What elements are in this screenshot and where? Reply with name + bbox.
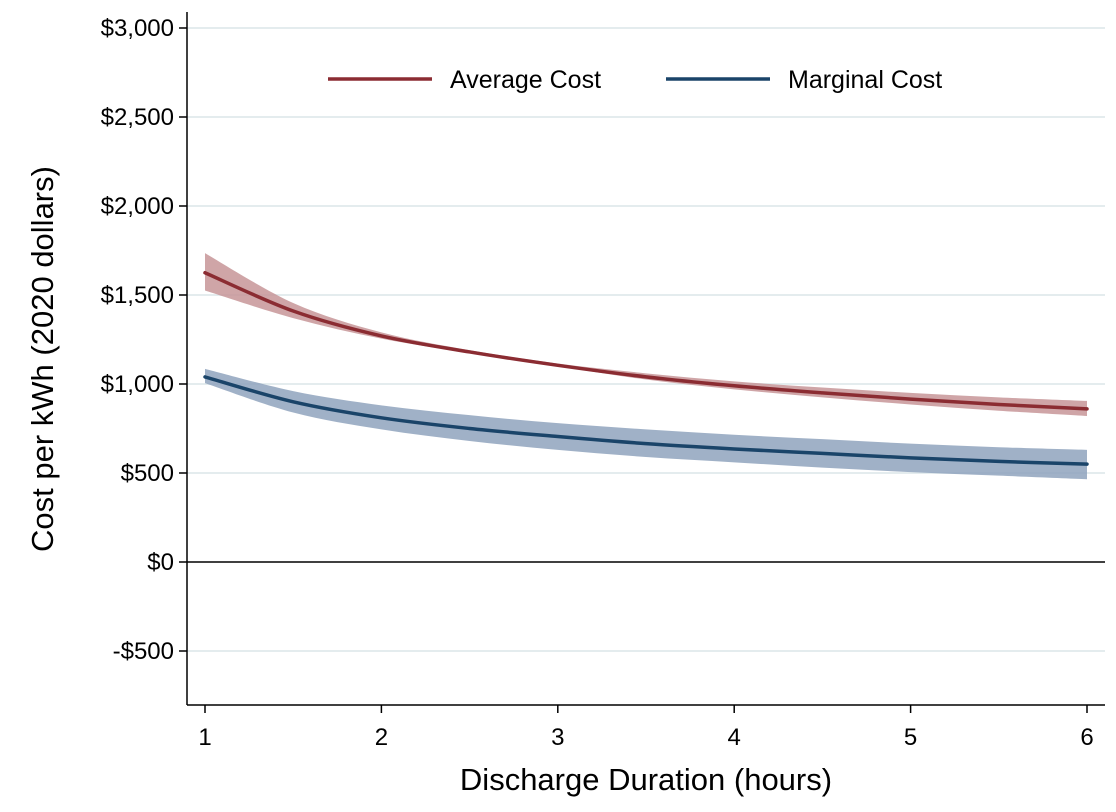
y-tick-label: $3,000 (101, 15, 174, 42)
y-tick-label: $1,500 (101, 282, 174, 309)
x-axis-title: Discharge Duration (hours) (460, 762, 832, 797)
x-tick-label: 4 (728, 724, 741, 751)
y-axis-title: Cost per kWh (2020 dollars) (25, 166, 60, 552)
y-tick-label: $0 (147, 549, 174, 576)
y-tick-label: -$500 (113, 638, 174, 665)
series-lines (203, 271, 1089, 466)
axes: -$500 $0 $500 $1,000 $1,500 $2,000 $2,500 $3,00… (101, 12, 1105, 751)
x-tick-label: 3 (551, 724, 564, 751)
y-tick-label: $2,000 (101, 193, 174, 220)
line-average-cost (203, 271, 1089, 411)
x-tick-label: 2 (375, 724, 388, 751)
legend-label-marginal-cost: Marginal Cost (788, 66, 942, 94)
x-tick-label: 6 (1080, 724, 1093, 751)
legend: Average Cost Marginal Cost (328, 66, 942, 94)
line-marginal-cost (203, 375, 1089, 466)
x-tick-label: 5 (904, 724, 917, 751)
x-tick-label: 1 (198, 724, 211, 751)
y-tick-label: $1,000 (101, 371, 174, 398)
legend-label-average-cost: Average Cost (450, 66, 601, 94)
gridlines (187, 27, 1105, 652)
band-marginal-cost (205, 368, 1087, 480)
y-tick-label: $2,500 (101, 104, 174, 131)
y-tick-label: $500 (121, 460, 174, 487)
band-average-cost (205, 253, 1087, 417)
